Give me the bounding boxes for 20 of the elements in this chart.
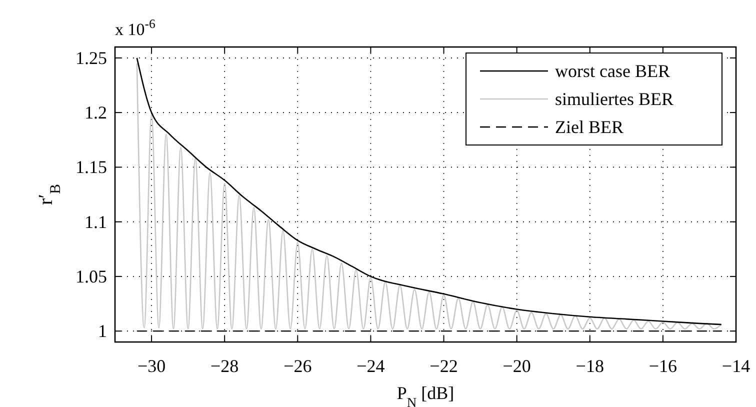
x-tick-label: −14 xyxy=(722,356,750,376)
y-tick-label: 1.2 xyxy=(84,102,107,123)
x-tick-label: −18 xyxy=(576,356,604,376)
y-tick-label: 1 xyxy=(98,321,107,342)
text: x 10$^{-6}$ xyxy=(115,17,156,39)
y-tick-label: 1.1 xyxy=(84,212,107,232)
x-tick-label: −28 xyxy=(210,356,239,376)
y-tick-label: 1.15 xyxy=(76,157,107,178)
legend-label: worst case BER xyxy=(555,61,670,81)
y-tick-label: 1.05 xyxy=(76,266,107,286)
x-tick-label: −16 xyxy=(648,356,678,376)
y-tick-label: 1.25 xyxy=(76,48,107,68)
x-tick-label: −30 xyxy=(137,356,166,376)
legend-label: simuliertes BER xyxy=(555,89,674,109)
x-tick-label: −26 xyxy=(284,356,312,376)
x-tick-label: −22 xyxy=(430,356,458,376)
x-tick-label: −24 xyxy=(356,356,385,376)
legend-label: Ziel BER xyxy=(555,117,624,137)
x-tick-label: −20 xyxy=(502,356,531,376)
x-axis-title: P$_{N}$ [dB] xyxy=(396,383,454,407)
